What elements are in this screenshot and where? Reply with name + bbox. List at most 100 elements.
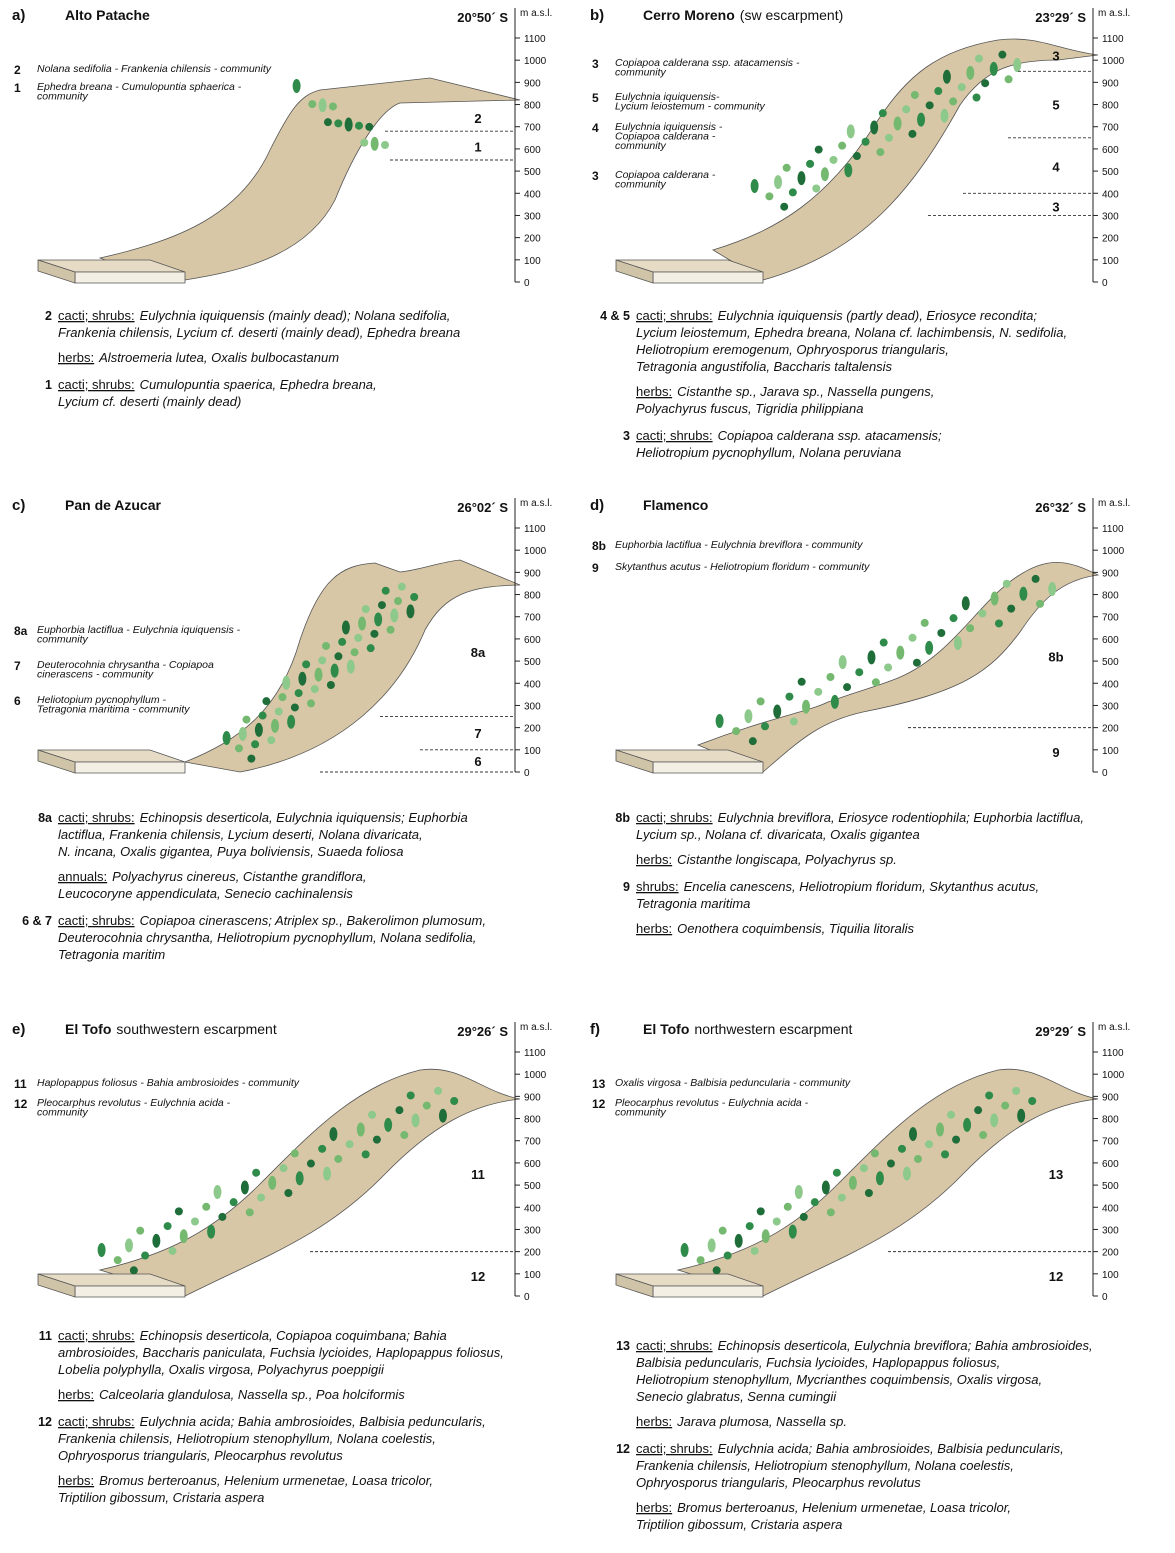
tick-label: 600 — [1102, 635, 1119, 646]
zone-label: 2 — [474, 111, 481, 126]
species-text: Heliotropium stenophyllum, Mycrianthes c… — [636, 1372, 1042, 1387]
plant-icon — [1032, 575, 1040, 583]
species-text: Frankenia chilensis, Lycium cf. deserti … — [58, 325, 460, 340]
plant-icon — [949, 97, 957, 105]
plant-icon — [334, 652, 342, 660]
plant-icon — [1012, 1087, 1020, 1095]
plant-icon — [315, 668, 323, 682]
plant-icon — [214, 1185, 222, 1199]
plant-icon — [880, 639, 888, 647]
tick-label: 100 — [1102, 746, 1119, 757]
community-text: Haplopappus foliosus - Bahia ambrosioide… — [37, 1077, 300, 1089]
plant-icon — [342, 621, 350, 635]
tick-label: 1100 — [1102, 524, 1124, 535]
plant-icon — [826, 673, 834, 681]
plant-icon — [1019, 587, 1027, 601]
species-text: Tetragonia angustifolia, Baccharis talta… — [636, 359, 893, 374]
plant-icon — [849, 1176, 857, 1190]
plant-icon — [879, 109, 887, 117]
plant-icon — [398, 583, 406, 591]
tick-label: 500 — [1102, 1181, 1119, 1192]
plant-icon — [716, 714, 724, 728]
tick-label: 800 — [524, 591, 541, 602]
plant-icon — [318, 656, 326, 664]
tick-label: 1000 — [1102, 1070, 1125, 1081]
plant-icon — [400, 1131, 408, 1139]
tick-label: 300 — [524, 1225, 541, 1236]
zone-label: 3 — [1052, 200, 1059, 215]
species-text: Alstroemeria lutea, Oxalis bulbocastanum — [98, 350, 339, 365]
plant-icon — [838, 1194, 846, 1202]
plant-icon — [152, 1234, 160, 1248]
figure: a)Alto Patache20°50´ Sm a.s.l.0100200300… — [0, 0, 1175, 1548]
plant-icon — [966, 624, 974, 632]
tick-label: 0 — [524, 278, 530, 289]
plant-icon — [141, 1252, 149, 1260]
plant-icon — [962, 596, 970, 610]
plant-icon — [995, 619, 1003, 627]
latitude: 20°50´ S — [457, 10, 508, 25]
plant-icon — [368, 1111, 376, 1119]
plant-icon — [360, 139, 368, 147]
group-label: cacti; shrubs: — [58, 377, 135, 392]
plant-icon — [351, 648, 359, 656]
plant-icon — [847, 124, 855, 138]
plant-icon — [338, 638, 346, 646]
species-text: Leucocoryne appendiculata, Senecio cachi… — [58, 886, 353, 901]
plant-icon — [921, 619, 929, 627]
plant-icon — [279, 693, 287, 701]
tick-label: 900 — [1102, 1092, 1119, 1103]
plant-icon — [757, 1207, 765, 1215]
community-number: 3 — [592, 169, 599, 183]
axis-label: m a.s.l. — [1098, 8, 1130, 19]
zone-label: 5 — [1052, 98, 1059, 113]
plant-icon — [902, 105, 910, 113]
plant-icon — [981, 79, 989, 87]
species-text: Cistanthe longiscapa, Polyachyrus sp. — [677, 852, 897, 867]
plant-icon — [838, 142, 846, 150]
plant-icon — [1001, 1102, 1009, 1110]
description-number: 12 — [616, 1442, 630, 1456]
species-text: Echinopsis deserticola, Eulychnia brevif… — [718, 1338, 1093, 1353]
panel-title-suffix: (sw escarpment) — [740, 7, 843, 23]
axis-label: m a.s.l. — [520, 1022, 552, 1033]
plant-icon — [773, 1218, 781, 1226]
zone-label: 7 — [474, 726, 481, 741]
tick-label: 400 — [1102, 189, 1119, 200]
plant-icon — [125, 1238, 133, 1252]
plant-icon — [235, 744, 243, 752]
tick-label: 700 — [524, 1137, 541, 1148]
species-text: Cistanthe sp., Jarava sp., Nassella pung… — [677, 384, 934, 399]
tick-label: 900 — [524, 1092, 541, 1103]
plant-icon — [308, 100, 316, 108]
plant-icon — [282, 676, 290, 690]
plant-icon — [914, 1155, 922, 1163]
plant-icon — [355, 122, 363, 130]
plant-icon — [331, 664, 339, 678]
plant-icon — [98, 1243, 106, 1257]
zone-label: 6 — [474, 754, 481, 769]
plant-icon — [975, 55, 983, 63]
plant-icon — [814, 688, 822, 696]
species-text: Bromus berteroanus, Helenium urmenetae, … — [99, 1473, 433, 1488]
community-text: community — [37, 91, 89, 103]
zone-label: 9 — [1052, 745, 1059, 760]
plant-icon — [802, 700, 810, 714]
tick-label: 300 — [1102, 1225, 1119, 1236]
plant-icon — [327, 681, 335, 689]
plant-icon — [295, 689, 303, 697]
description-number: 8b — [615, 811, 630, 825]
base-block-front — [653, 762, 763, 773]
plant-icon — [885, 134, 893, 142]
tick-label: 0 — [1102, 768, 1108, 779]
plant-icon — [202, 1203, 210, 1211]
species-text: Eulychnia breviflora, Eriosyce rodentiop… — [718, 810, 1084, 825]
community-number: 2 — [14, 63, 21, 77]
plant-icon — [239, 727, 247, 741]
tick-label: 200 — [524, 724, 541, 735]
tick-label: 300 — [524, 701, 541, 712]
community-number: 12 — [14, 1097, 28, 1111]
plant-icon — [251, 740, 259, 748]
species-text: Ophryosporus triangularis, Pleocarphus r… — [58, 1448, 343, 1463]
